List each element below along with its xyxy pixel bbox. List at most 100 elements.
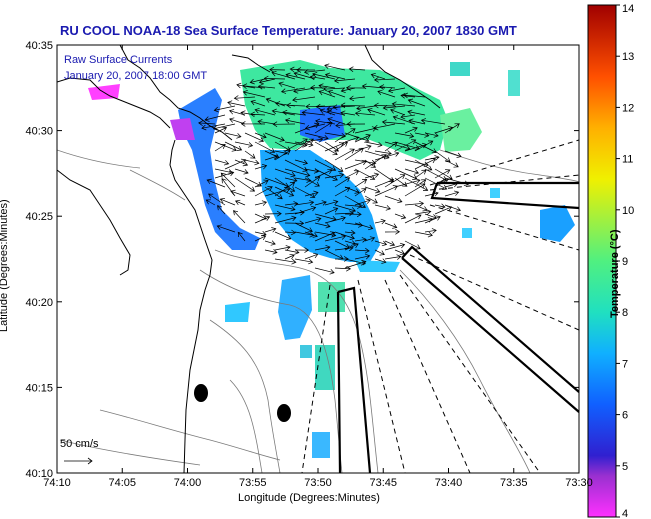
current-arrow	[324, 159, 344, 172]
current-arrow	[324, 172, 345, 179]
sst-patch-mid-cyan2	[462, 228, 472, 238]
current-arrow	[294, 199, 315, 206]
x-tick-label: 73:55	[239, 477, 267, 489]
current-arrow	[213, 105, 236, 113]
x-tick-label: 73:40	[435, 477, 463, 489]
bathymetry-contour	[99, 409, 281, 461]
axis-ticks	[56, 44, 580, 474]
current-arrow	[244, 177, 262, 187]
current-arrow	[373, 102, 396, 109]
current-arrow	[327, 89, 346, 98]
current-arrow	[214, 144, 226, 152]
current-arrow	[234, 177, 256, 192]
current-arrow	[334, 204, 357, 213]
current-arrow	[349, 95, 366, 102]
sst-patch-south-small	[300, 345, 312, 358]
current-arrow	[404, 126, 418, 134]
current-arrow	[284, 117, 306, 125]
current-arrow	[377, 89, 396, 98]
current-arrow	[354, 222, 374, 231]
current-arrow	[391, 101, 416, 107]
sst-patch-south-blue	[278, 275, 312, 340]
current-arrow	[324, 215, 346, 224]
current-arrow	[324, 199, 339, 206]
current-arrow	[394, 178, 421, 188]
current-arrow	[314, 231, 336, 242]
colorbar-tick-label: 10	[622, 205, 634, 217]
current-arrow	[264, 240, 276, 246]
current-arrow	[284, 229, 296, 236]
x-tick-label: 73:30	[565, 477, 593, 489]
current-arrow	[424, 228, 437, 234]
current-arrow	[257, 119, 276, 125]
current-arrow	[212, 123, 236, 131]
colorbar-tick-label: 12	[622, 102, 634, 114]
coastline	[57, 45, 441, 473]
current-arrow	[294, 122, 320, 134]
current-arrow	[314, 200, 327, 206]
current-arrow	[364, 172, 380, 179]
x-axis-label: Longitude (Degrees:Minutes)	[238, 492, 380, 504]
current-arrow	[384, 141, 398, 152]
current-arrow	[274, 215, 297, 224]
current-arrow	[233, 95, 256, 101]
current-arrow	[208, 193, 226, 206]
colorbar-label: Temperature (°C)	[609, 229, 621, 318]
current-arrow	[340, 110, 356, 116]
x-tick-label: 73:50	[304, 477, 332, 489]
current-arrow	[294, 159, 309, 166]
current-arrow	[327, 117, 346, 125]
current-arrow	[310, 84, 326, 91]
current-arrow	[244, 159, 260, 166]
bathymetry-contour	[59, 439, 201, 466]
current-arrow	[264, 132, 285, 142]
current-arrow	[344, 147, 364, 161]
current-arrow	[394, 139, 417, 152]
current-arrow	[334, 231, 355, 240]
current-arrow	[304, 190, 319, 197]
current-arrow	[274, 168, 296, 178]
colorbar-tick-label: 6	[622, 410, 628, 422]
current-arrow	[374, 218, 386, 225]
colorbar-tick-label: 7	[622, 358, 628, 370]
current-arrow	[214, 170, 235, 179]
radial-line	[399, 274, 541, 473]
y-axis-label: Latitude (Degrees:Minutes)	[0, 199, 10, 332]
current-arrow	[381, 119, 406, 125]
y-tick-label: 40:20	[25, 297, 53, 309]
current-arrow	[254, 215, 271, 224]
current-arrow	[344, 203, 363, 209]
current-arrow	[244, 150, 256, 159]
current-arrow	[323, 86, 346, 92]
current-arrow	[214, 141, 237, 152]
radial-line	[429, 139, 579, 186]
current-arrow	[384, 242, 406, 251]
current-arrow	[250, 111, 266, 118]
current-arrow	[354, 247, 370, 254]
bathymetry-contours	[57, 149, 579, 473]
x-tick-label: 74:00	[174, 477, 202, 489]
radial-line	[301, 284, 331, 473]
current-arrow	[370, 72, 386, 80]
current-arrow	[374, 258, 387, 264]
current-arrow	[224, 132, 242, 139]
current-arrow	[314, 231, 337, 238]
current-arrow	[382, 104, 406, 111]
bathymetry-contour	[57, 149, 141, 169]
current-arrow	[242, 89, 266, 98]
current-arrow	[301, 109, 326, 116]
current-arrow	[414, 169, 427, 179]
current-arrow	[314, 267, 335, 275]
current-arrow	[404, 214, 422, 224]
current-arrow	[304, 231, 318, 238]
current-arrow	[296, 67, 316, 73]
current-arrow	[234, 159, 249, 167]
current-arrow	[344, 159, 367, 170]
colorbar-tick-label: 11	[622, 154, 633, 166]
colorbar-tick-label: 4	[622, 508, 628, 519]
current-arrow	[344, 229, 356, 236]
sst-patch-ne-green	[440, 108, 482, 152]
colorbar-tick-label: 9	[622, 256, 628, 268]
current-arrow	[228, 109, 246, 116]
current-arrow	[404, 200, 425, 207]
